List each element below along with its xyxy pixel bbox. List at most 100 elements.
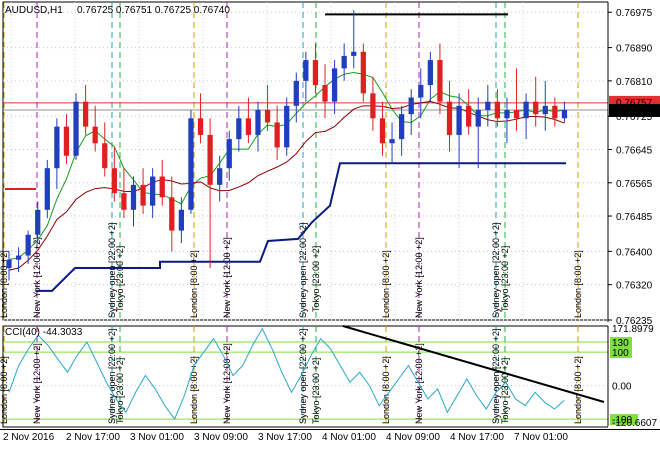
price-tick-label: 0.76320	[616, 281, 653, 292]
bull-candle	[303, 60, 309, 81]
time-label: 3 Nov 01:00	[130, 432, 184, 443]
price-tick-label: 0.76890	[616, 44, 653, 55]
bear-candle	[92, 126, 98, 144]
price-tick-label: 0.76975	[616, 8, 653, 19]
price-tick-label: 0.76645	[616, 145, 653, 156]
bear-candle	[82, 101, 89, 127]
bear-candle	[111, 168, 117, 194]
bear-candle	[379, 118, 386, 144]
bear-candle	[264, 109, 271, 123]
cci-tick-label: -100	[612, 415, 632, 426]
cci-session-label: Sydney open [22:00 +2]	[298, 329, 308, 424]
price-axis: 0.76975 0.76890 0.76810 0.76725 0.76645 0.765…	[607, 0, 660, 324]
bull-candle	[73, 101, 79, 156]
session-label-london: London [8:00 +2]	[381, 250, 391, 318]
bull-candle	[398, 114, 405, 140]
bull-candle	[54, 126, 60, 169]
bear-candle	[370, 93, 376, 119]
bull-candle	[485, 101, 491, 110]
bull-candle	[284, 105, 290, 148]
bull-candle	[130, 184, 137, 210]
session-label-tokyo: Tokyo [23:00 +2]	[311, 246, 321, 312]
cci-tick-label: -120.6607	[612, 418, 657, 429]
bear-candle	[197, 118, 204, 135]
session-lines	[3, 2, 579, 320]
cci-session-label: Tokyo [23:00 +2]	[500, 358, 510, 424]
price-chart[interactable]: London [8:00 +2] New York [12:00 +2] Sydne…	[0, 0, 660, 324]
bull-candle	[293, 80, 299, 106]
current-price-box	[609, 103, 660, 117]
bear-candle	[140, 184, 146, 206]
time-label: 7 Nov 01:00	[514, 432, 568, 443]
bull-candle	[6, 259, 12, 269]
session-label-tokyo: Tokyo [23:00 +2]	[500, 246, 510, 312]
bull-candle	[188, 118, 194, 210]
cci-session-label: Tokyo [23:00 +2]	[115, 358, 125, 424]
price-tick-label: 0.76235	[616, 316, 653, 324]
bull-candle	[418, 85, 424, 98]
cci-session-label: New York [12:00 +2]	[222, 343, 232, 424]
bull-candle	[331, 68, 338, 102]
session-label-london: London [8:00 +2]	[0, 250, 9, 318]
cci-series-line	[8, 327, 565, 421]
cci-label: CCI(40) -44.3033	[5, 327, 83, 338]
session-label-london: London [8:00 +2]	[189, 250, 199, 318]
bear-candle	[207, 134, 213, 185]
bull-candle	[408, 97, 414, 115]
bull-candle	[25, 234, 31, 256]
bull-candle	[35, 209, 41, 235]
price-tick-label: 0.76565	[616, 179, 653, 190]
bull-candle	[44, 168, 50, 210]
bull-candle	[504, 109, 510, 119]
session-label-london: London [8:00 +2]	[573, 250, 583, 318]
time-label: 2 Nov 17:00	[66, 432, 120, 443]
session-label-newyork: New York [12:00 +2]	[222, 237, 232, 318]
ohlc-values: 0.76725 0.76751 0.76725 0.76740	[77, 5, 230, 16]
bull-candle	[561, 109, 568, 119]
bull-candle	[523, 101, 529, 119]
bear-candle	[466, 105, 472, 127]
price-tick-label: 0.76810	[616, 77, 653, 88]
bull-candle	[236, 118, 242, 140]
bear-candle	[312, 60, 319, 86]
bear-candle	[159, 176, 165, 198]
time-label: 3 Nov 17:00	[258, 432, 312, 443]
time-label: 4 Nov 09:00	[386, 432, 440, 443]
trailing-stop-line	[36, 162, 566, 292]
bear-candle	[274, 122, 280, 148]
bear-candle	[245, 118, 252, 135]
cci-panel[interactable]: London [8:00 +2] New York [12:00 +2] Sydne…	[0, 324, 660, 429]
bull-candle	[542, 105, 548, 115]
cci-level-box	[610, 347, 632, 359]
ma-slow-line	[8, 100, 565, 271]
bull-candle	[150, 176, 156, 206]
candles	[6, 10, 568, 281]
session-label-sydney: Sydney open [22:00 +2]	[107, 223, 117, 318]
bull-candle	[341, 55, 347, 69]
bear-candle	[121, 193, 127, 210]
bull-candle	[456, 105, 462, 135]
bull-candle	[178, 209, 185, 231]
session-label-tokyo: Tokyo [23:00 +2]	[115, 246, 125, 312]
current-price-label: 0.76740	[616, 106, 653, 117]
cci-tick-label: 100	[612, 348, 629, 359]
bear-candle	[360, 51, 366, 94]
cci-session-label: Sydney open [22:00 +2]	[491, 329, 501, 424]
cci-session-label: New York [12:00 +2]	[32, 343, 42, 424]
cci-session-label: London [8:00 +2]	[573, 356, 583, 424]
cci-trendline	[342, 325, 605, 403]
bull-candle	[427, 60, 433, 86]
session-label-newyork: New York [12:00 +2]	[32, 237, 42, 318]
cci-session-label: London [8:00 +2]	[189, 356, 199, 424]
bull-candle	[15, 255, 22, 260]
cci-session-label: Tokyo [23:00 +2]	[311, 358, 321, 424]
cci-level-box	[610, 337, 632, 349]
cci-tick-label: 0.00	[612, 382, 632, 393]
bear-candle	[533, 101, 539, 115]
session-label-sydney: Sydney open [22:00 +2]	[491, 223, 501, 318]
cci-session-label: London [8:00 +2]	[381, 356, 391, 424]
cci-level-box	[610, 414, 638, 426]
time-label: 4 Nov 01:00	[322, 432, 376, 443]
